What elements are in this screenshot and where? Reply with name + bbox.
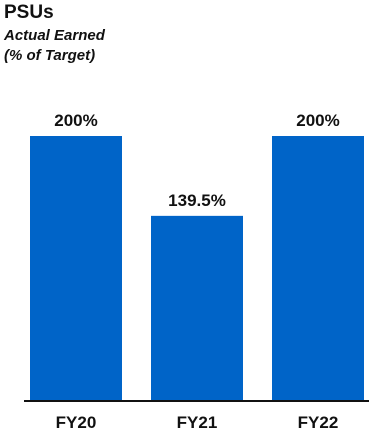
chart-subtitle: Actual Earned (% of Target): [4, 26, 105, 66]
value-label-fy22: 200%: [296, 111, 339, 130]
category-label-fy22: FY22: [298, 413, 339, 432]
category-label-fy21: FY21: [177, 413, 218, 432]
subtitle-line-1: Actual Earned: [4, 27, 105, 44]
value-label-fy20: 200%: [54, 111, 97, 130]
bar-fy21: [151, 215, 243, 400]
chart-title: PSUs: [4, 2, 54, 23]
value-label-fy21: 139.5%: [168, 191, 226, 210]
category-label-fy20: FY20: [56, 413, 97, 432]
subtitle-line-2: (% of Target): [4, 47, 96, 64]
bar-fy22: [272, 136, 364, 400]
bar-fy20: [30, 136, 122, 400]
